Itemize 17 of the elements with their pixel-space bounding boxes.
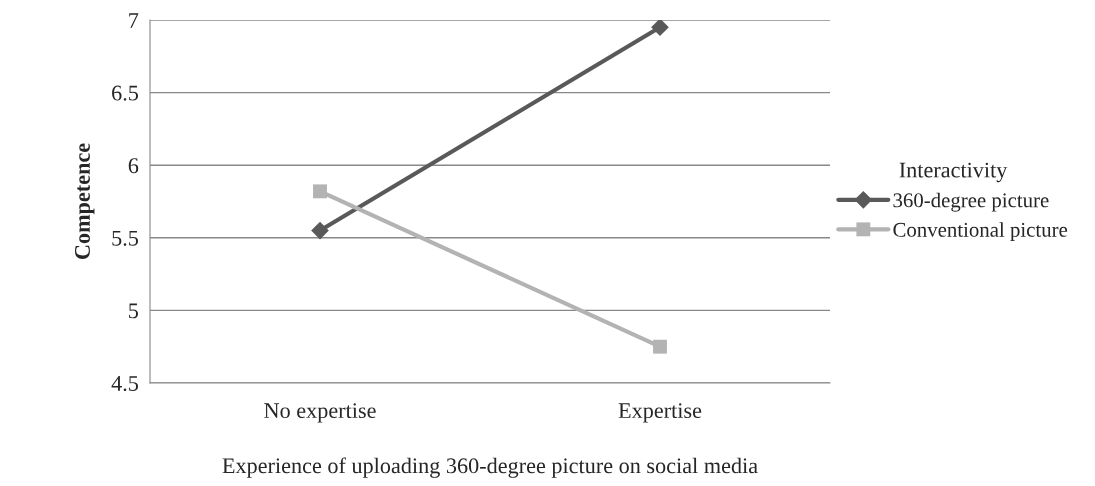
x-axis-title: Experience of uploading 360-degree picture on social media [222, 457, 758, 478]
point [653, 339, 667, 354]
y-axis-title: Competence [75, 143, 95, 260]
legend-label: Conventional picture [893, 222, 1068, 242]
y-tick-label: 5 [129, 303, 139, 319]
x-tick-label: No expertise [264, 403, 376, 423]
y-tick-label: 6.5 [112, 85, 139, 101]
y-tick-label: 7 [129, 13, 139, 28]
y-tick-label: 5.5 [112, 230, 139, 246]
x-tick-label: Expertise [618, 403, 702, 423]
y-tick-label: 6 [128, 158, 139, 174]
point [651, 20, 669, 37]
legend-label: 360-degree picture [893, 192, 1049, 212]
legend-title: Interactivity [899, 162, 1008, 183]
point [313, 184, 327, 199]
point [311, 221, 329, 240]
y-tick-label: 4.5 [111, 376, 139, 392]
